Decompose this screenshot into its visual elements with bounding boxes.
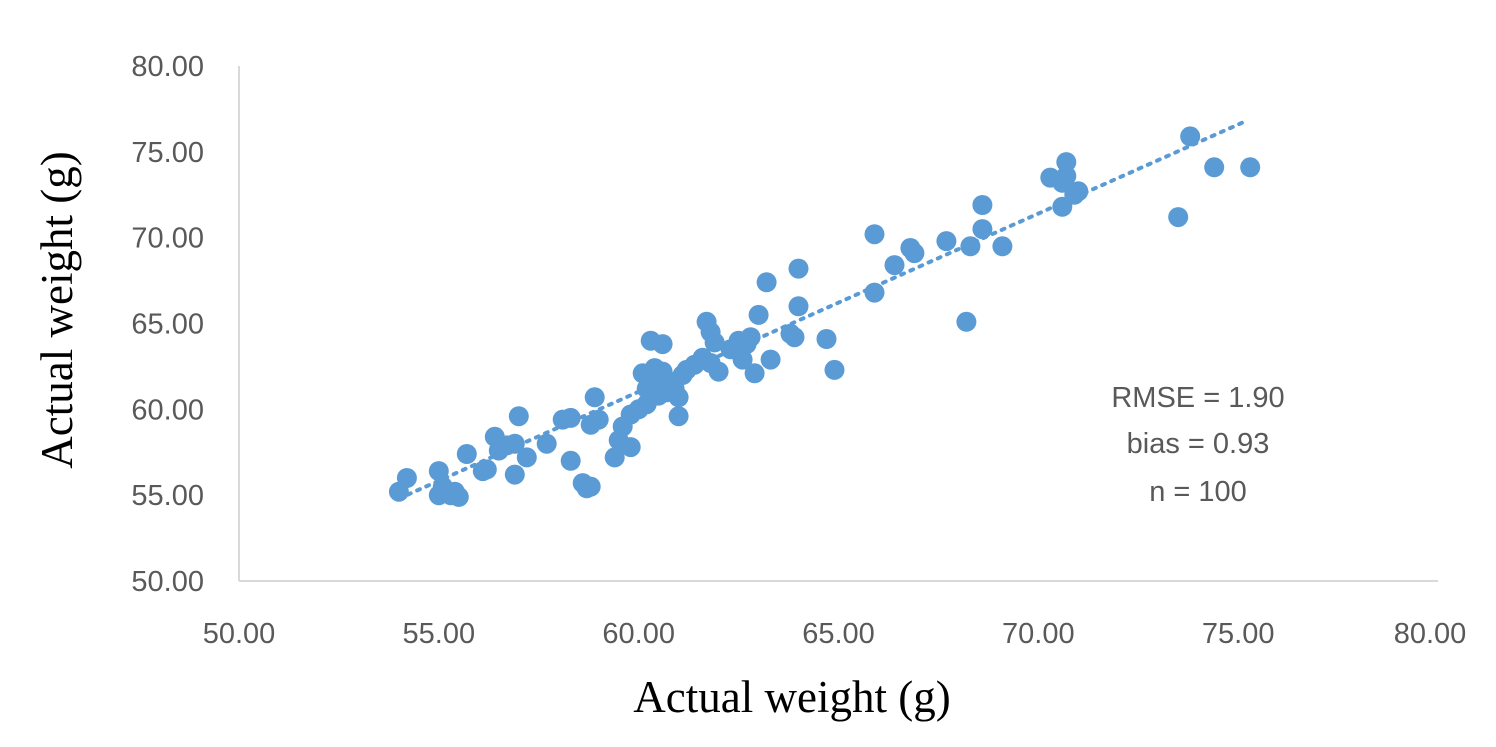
- data-point: [956, 311, 977, 332]
- data-point: [784, 327, 805, 348]
- y-tick-label: 80.00: [131, 51, 204, 83]
- data-point: [668, 406, 689, 427]
- data-point: [620, 437, 641, 458]
- data-point: [972, 195, 993, 215]
- y-tick-label: 50.00: [131, 566, 204, 598]
- data-point: [748, 304, 769, 325]
- data-point: [1168, 207, 1189, 228]
- x-tick-label: 65.00: [802, 618, 875, 650]
- data-point: [864, 224, 885, 245]
- x-tick-label: 50.00: [203, 618, 276, 650]
- data-point: [904, 243, 925, 264]
- y-axis-title: Actual weight (g): [32, 151, 82, 468]
- data-point: [816, 329, 837, 349]
- data-point: [428, 461, 449, 482]
- data-point: [884, 255, 905, 276]
- y-tick-label: 75.00: [131, 137, 204, 169]
- y-tick-label: 55.00: [131, 480, 204, 512]
- data-point: [1240, 157, 1261, 178]
- stat-rmse: RMSE = 1.90: [1111, 382, 1284, 414]
- trendline: [396, 118, 1249, 501]
- data-point: [668, 387, 689, 408]
- x-tick-label: 70.00: [1002, 618, 1075, 650]
- data-point: [508, 406, 529, 427]
- data-point: [604, 447, 625, 468]
- data-point: [444, 481, 465, 502]
- data-point: [744, 363, 765, 384]
- data-point: [936, 231, 957, 252]
- y-tick-label: 60.00: [131, 394, 204, 426]
- data-point: [584, 387, 605, 408]
- data-point: [756, 272, 777, 293]
- data-point: [580, 476, 601, 497]
- data-point: [704, 332, 725, 353]
- x-tick-label: 80.00: [1394, 618, 1467, 650]
- data-point: [1056, 165, 1077, 186]
- data-point: [732, 349, 753, 370]
- data-point: [588, 409, 609, 430]
- x-tick-labels: 50.00 55.00 60.00 65.00 70.00 75.00 80.00: [203, 618, 1467, 650]
- data-point: [456, 444, 477, 464]
- y-tick-labels: 50.00 55.00 60.00 65.00 70.00 75.00 80.00: [131, 51, 204, 598]
- data-point: [1180, 126, 1201, 147]
- data-point: [992, 236, 1013, 257]
- data-point: [760, 349, 781, 370]
- data-point: [788, 296, 809, 317]
- stat-bias: bias = 0.93: [1127, 428, 1270, 460]
- data-point: [504, 464, 525, 485]
- data-point: [516, 447, 537, 468]
- data-points: [388, 126, 1261, 507]
- y-tick-label: 65.00: [131, 309, 204, 341]
- data-point: [536, 433, 557, 454]
- data-point: [1056, 152, 1077, 173]
- data-point: [824, 359, 845, 380]
- data-point: [708, 361, 729, 382]
- x-tick-label: 60.00: [602, 618, 675, 650]
- y-tick-label: 70.00: [131, 223, 204, 255]
- data-point: [972, 219, 993, 240]
- data-point: [864, 282, 885, 303]
- x-tick-label: 55.00: [403, 618, 476, 650]
- data-point: [788, 258, 809, 279]
- x-axis-title: Actual weight (g): [633, 672, 950, 722]
- data-point: [476, 459, 497, 480]
- x-tick-label: 75.00: [1202, 618, 1275, 650]
- data-point: [396, 468, 417, 488]
- stat-n: n = 100: [1149, 476, 1247, 508]
- data-point: [652, 334, 673, 355]
- data-point: [560, 450, 581, 471]
- data-point: [1204, 157, 1225, 178]
